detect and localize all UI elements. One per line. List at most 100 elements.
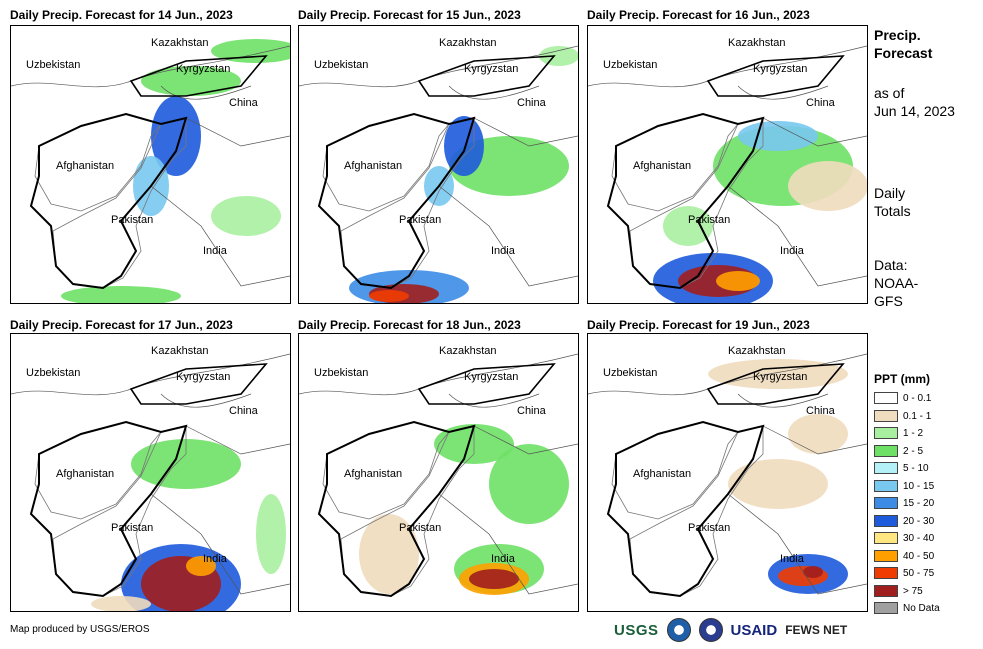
precip-area [211, 196, 281, 236]
border-line [150, 185, 290, 287]
legend-item: 10 - 15 [874, 479, 935, 494]
country-label-kyrgyzstan: Kyrgyzstan [753, 371, 807, 383]
legend-item: 0.1 - 1 [874, 409, 932, 424]
panel-title-4: Daily Precip. Forecast for 17 Jun., 2023 [10, 318, 233, 332]
region-outline [317, 112, 476, 290]
precip-area [489, 444, 569, 524]
legend-label: 5 - 10 [903, 463, 929, 474]
panel-title-2: Daily Precip. Forecast for 15 Jun., 2023 [298, 8, 521, 22]
country-label-pakistan: Pakistan [399, 522, 441, 534]
panel-title-5: Daily Precip. Forecast for 18 Jun., 2023 [298, 318, 521, 332]
border-line [150, 493, 290, 595]
precip-area [211, 39, 290, 63]
region-outline [29, 112, 188, 290]
pakistan-boundary [52, 117, 187, 289]
border-line [448, 393, 540, 408]
border-line [727, 185, 867, 287]
country-label-china: China [806, 405, 836, 417]
precip-area [539, 46, 578, 66]
country-label-kyrgyzstan: Kyrgyzstan [464, 371, 518, 383]
region-outline [606, 420, 765, 598]
map-credit: Map produced by USGS/EROS [10, 624, 150, 635]
legend-label: 1 - 2 [903, 428, 924, 439]
legend-swatch [874, 392, 898, 405]
legend-label: 0 - 0.1 [903, 393, 932, 404]
legend-swatch [874, 532, 898, 545]
country-label-india: India [203, 553, 228, 565]
border-line [727, 493, 867, 595]
country-label-pakistan: Pakistan [399, 214, 441, 226]
legend-swatch [874, 409, 898, 422]
legend-swatch [874, 444, 898, 457]
usgs-logo: USGS [614, 621, 659, 639]
legend-item: 0 - 0.1 [874, 392, 931, 406]
precip-area [788, 414, 848, 454]
region-outline [29, 420, 188, 598]
legend-label: 0.1 - 1 [903, 410, 932, 422]
border-line [438, 185, 578, 287]
legend-item: 50 - 75 [874, 567, 934, 581]
country-label-pakistan: Pakistan [111, 214, 153, 226]
precip-area [359, 514, 419, 594]
precip-area [728, 459, 828, 509]
border-line [737, 85, 829, 100]
kyrgyzstan-tajik-outline [706, 55, 845, 97]
country-label-kazakhstan: Kazakhstan [151, 345, 208, 357]
precip-area [91, 596, 151, 611]
country-label-pakistan: Pakistan [688, 522, 730, 534]
precip-area [444, 116, 484, 176]
country-label-uzbekistan: Uzbekistan [603, 367, 657, 379]
pakistan-boundary [340, 425, 475, 597]
legend-item: > 75 [874, 584, 923, 599]
forecast-map: Kazakhstan Uzbekistan Kyrgyzstan China Afgha… [11, 345, 290, 611]
legend-swatch [874, 549, 898, 562]
country-label-china: China [229, 97, 259, 109]
country-label-india: India [780, 553, 805, 565]
legend-label: 50 - 75 [903, 568, 935, 579]
forecast-map: Kazakhstan Uzbekistan Kyrgyzstan China Afgha… [588, 345, 867, 598]
precip-area [716, 271, 760, 291]
border-line [762, 117, 867, 147]
country-label-china: China [229, 405, 259, 417]
legend-label: 10 - 15 [903, 480, 935, 492]
country-label-pakistan: Pakistan [688, 214, 730, 226]
forecast-map: Kazakhstan Uzbekistan Kyrgyzstan China Afgha… [299, 37, 578, 303]
country-label-kyrgyzstan: Kyrgyzstan [753, 63, 807, 75]
border-line [160, 393, 252, 408]
border-line [185, 117, 290, 147]
map-panel-2: Kazakhstan Uzbekistan Kyrgyzstan China Afgha… [298, 25, 579, 304]
legend-item: 2 - 5 [874, 444, 923, 459]
border-line [737, 393, 829, 408]
legend-title: PPT (mm) [874, 372, 931, 386]
precip-area [256, 494, 286, 574]
legend-swatch [874, 462, 898, 475]
border-line [762, 425, 867, 455]
panel-title-6: Daily Precip. Forecast for 19 Jun., 2023 [587, 318, 810, 332]
precip-area [788, 161, 867, 211]
country-label-india: India [203, 245, 228, 257]
side-title: Precip. Forecast [874, 27, 933, 61]
forecast-map: Kazakhstan Uzbekistan Kyrgyzstan China Afgha… [11, 37, 290, 303]
legend-swatch [874, 602, 898, 615]
pakistan-boundary [52, 425, 187, 597]
country-label-uzbekistan: Uzbekistan [314, 59, 368, 71]
precip-area [369, 290, 409, 302]
border-line [160, 85, 252, 100]
daily-totals-label: Daily Totals [874, 185, 911, 219]
country-label-kazakhstan: Kazakhstan [439, 345, 496, 357]
kyrgyzstan-tajik-outline [129, 55, 268, 97]
pakistan-boundary [629, 425, 764, 597]
legend-item: 5 - 10 [874, 462, 929, 476]
country-label-afghanistan: Afghanistan [344, 468, 402, 480]
country-label-india: India [491, 245, 516, 257]
legend-item: 15 - 20 [874, 497, 934, 511]
border-line [438, 493, 578, 595]
panel-title-1: Daily Precip. Forecast for 14 Jun., 2023 [10, 8, 233, 22]
as-of-date: as of Jun 14, 2023 [874, 85, 955, 119]
legend-label: 20 - 30 [903, 515, 935, 527]
pakistan-boundary [340, 117, 475, 289]
precip-area [151, 96, 201, 176]
country-label-uzbekistan: Uzbekistan [26, 59, 80, 71]
forecast-map: Kazakhstan Uzbekistan Kyrgyzstan China Afgha… [588, 37, 867, 303]
nasa-style-seal-logo [698, 618, 723, 642]
